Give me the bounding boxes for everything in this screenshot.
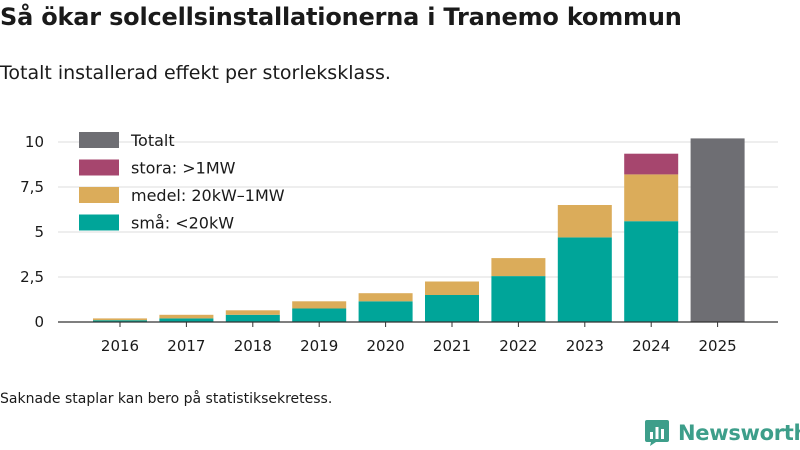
- x-tick-label: 2024: [632, 337, 670, 355]
- bar-medium-2020: [358, 293, 413, 302]
- bar-small-2021: [425, 295, 479, 322]
- y-tick-label: 2,5: [20, 268, 44, 286]
- legend-swatch-medium: [79, 187, 119, 203]
- legend-label-small: små: <20kW: [131, 214, 234, 233]
- footnote: Saknade staplar kan bero på statistiksek…: [0, 391, 333, 407]
- x-tick-label: 2022: [499, 337, 537, 355]
- bar-medium-2021: [425, 281, 479, 295]
- x-tick-label: 2019: [300, 337, 338, 355]
- bar-small-2022: [491, 276, 546, 322]
- bar-medium-2016: [93, 318, 147, 321]
- legend-swatch-total: [79, 132, 119, 148]
- bar-large-2024: [624, 153, 679, 175]
- x-tick-label: 2018: [234, 337, 272, 355]
- legend-label-medium: medel: 20kW–1MW: [131, 186, 285, 205]
- y-tick-label: 0: [34, 313, 44, 331]
- bar-small-2018: [225, 314, 280, 322]
- bar-small-2024: [624, 221, 679, 322]
- x-tick-label: 2017: [167, 337, 205, 355]
- bar-small-2019: [292, 308, 347, 322]
- bar-medium-2018: [225, 310, 280, 315]
- y-tick-label: 7,5: [20, 178, 44, 196]
- y-tick-label: 5: [34, 223, 44, 241]
- bar-total-2025: [690, 138, 745, 322]
- x-tick-label: 2023: [566, 337, 604, 355]
- bar-small-2017: [159, 318, 214, 322]
- legend-swatch-large: [79, 159, 119, 176]
- bar-medium-2017: [159, 314, 214, 319]
- legend-swatch-small: [79, 214, 119, 231]
- legend-label-total: Totalt: [130, 131, 175, 150]
- y-tick-label: 10: [25, 133, 44, 151]
- legend-label-large: stora: >1MW: [131, 159, 236, 178]
- brand-logo[interactable]: Newsworthy: [644, 419, 800, 447]
- x-tick-label: 2025: [699, 337, 737, 355]
- bar-medium-2024: [624, 174, 679, 222]
- bar-small-2016: [93, 320, 147, 322]
- brand-name: Newsworthy: [678, 421, 800, 445]
- x-tick-label: 2021: [433, 337, 471, 355]
- bar-medium-2023: [557, 205, 612, 238]
- bar-chart-icon: [645, 420, 669, 446]
- x-tick-label: 2020: [367, 337, 405, 355]
- bar-small-2023: [557, 237, 612, 322]
- bar-small-2020: [358, 301, 413, 322]
- x-tick-label: 2016: [101, 337, 139, 355]
- bar-medium-2022: [491, 258, 546, 277]
- chart-subtitle: Totalt installerad effekt per storlekskl…: [0, 62, 391, 84]
- chart-title: Så ökar solcellsinstallationerna i Trane…: [0, 3, 682, 31]
- bar-medium-2019: [292, 301, 347, 309]
- stacked-bar-chart: 0 2,5 5 7,5 10 2016 2017 2018 2019 2020 2021 2022 20…: [20, 131, 778, 355]
